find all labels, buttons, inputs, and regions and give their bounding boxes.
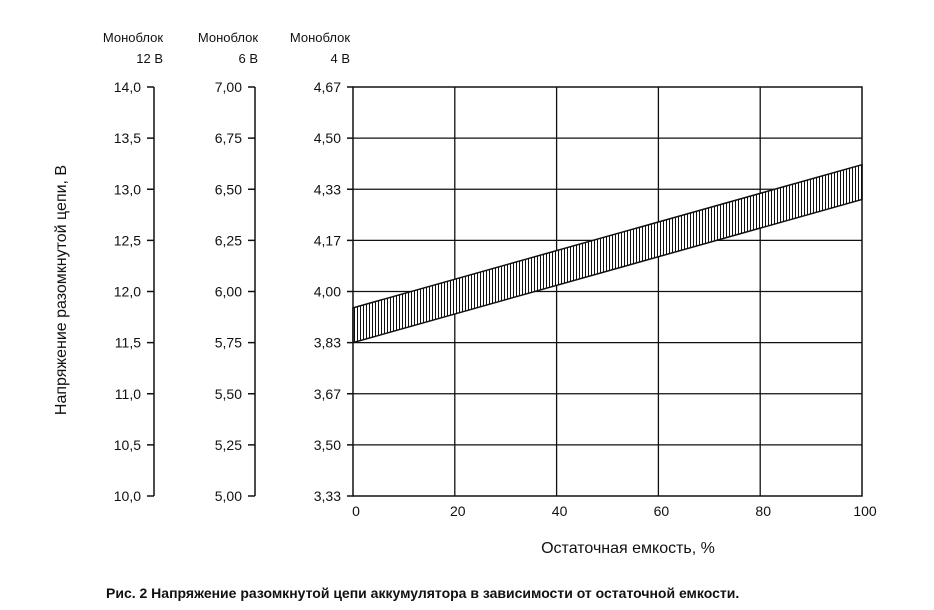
y-tick-label: 5,75 [215, 335, 242, 351]
y-tick-label: 10,5 [114, 437, 141, 453]
y-tick-label: 11,5 [115, 335, 141, 351]
y-tick-label: 5,25 [215, 437, 242, 453]
y-tick-label: 3,83 [314, 335, 341, 351]
y-tick-label: 3,50 [314, 437, 341, 453]
x-tick-label: 0 [352, 503, 360, 519]
y-tick-label: 6,75 [215, 130, 242, 146]
axis-header-12v-line2: 12 В [136, 51, 163, 66]
y-tick-label: 12,5 [114, 232, 141, 248]
y-tick-label: 4,67 [314, 79, 341, 95]
y-tick-label: 14,0 [114, 79, 141, 95]
y-tick-label: 10,0 [114, 488, 141, 504]
figure-caption: Рис. 2 Напряжение разомкнутой цепи аккум… [106, 585, 740, 601]
y-tick-label: 6,00 [215, 284, 242, 300]
y-tick-label: 13,5 [114, 130, 141, 146]
y-tick-label: 7,00 [215, 79, 242, 95]
y-tick-label: 4,33 [314, 181, 341, 197]
y-tick-label: 6,25 [215, 232, 242, 248]
tick-labels: 14,0 13,5 13,0 12,5 12,0 11,5 11,0 10,5 10,0 7,00… [114, 79, 877, 519]
x-tick-label: 100 [853, 503, 877, 519]
y-tick-label: 3,67 [314, 386, 341, 402]
tick-marks [147, 86, 353, 497]
y-tick-label: 4,00 [314, 284, 341, 300]
y-tick-label: 3,33 [314, 488, 341, 504]
y-tick-label: 11,0 [115, 386, 141, 402]
voltage-band [352, 163, 863, 344]
axis-header-4v-line1: Моноблок [290, 30, 350, 45]
y-tick-label: 4,17 [314, 232, 341, 248]
axis-header-12v-line1: Моноблок [103, 30, 163, 45]
x-tick-label: 80 [755, 503, 771, 519]
y-axis-title: Напряжение разомкнутой цепи, В [53, 165, 70, 415]
y-tick-label: 13,0 [114, 181, 141, 197]
y-tick-label: 6,50 [215, 181, 242, 197]
y-tick-label: 5,00 [215, 488, 242, 504]
axis-header-6v-line1: Моноблок [198, 30, 258, 45]
x-tick-label: 60 [654, 503, 670, 519]
x-tick-label: 20 [450, 503, 466, 519]
y-tick-label: 5,50 [215, 386, 242, 402]
x-axis-title: Остаточная емкость, % [541, 540, 715, 557]
axis-header-6v-line2: 6 В [238, 51, 258, 66]
axis-header-4v-line2: 4 В [330, 51, 350, 66]
y-tick-label: 4,50 [314, 130, 341, 146]
x-tick-label: 40 [552, 503, 568, 519]
y-tick-label: 12,0 [114, 284, 141, 300]
